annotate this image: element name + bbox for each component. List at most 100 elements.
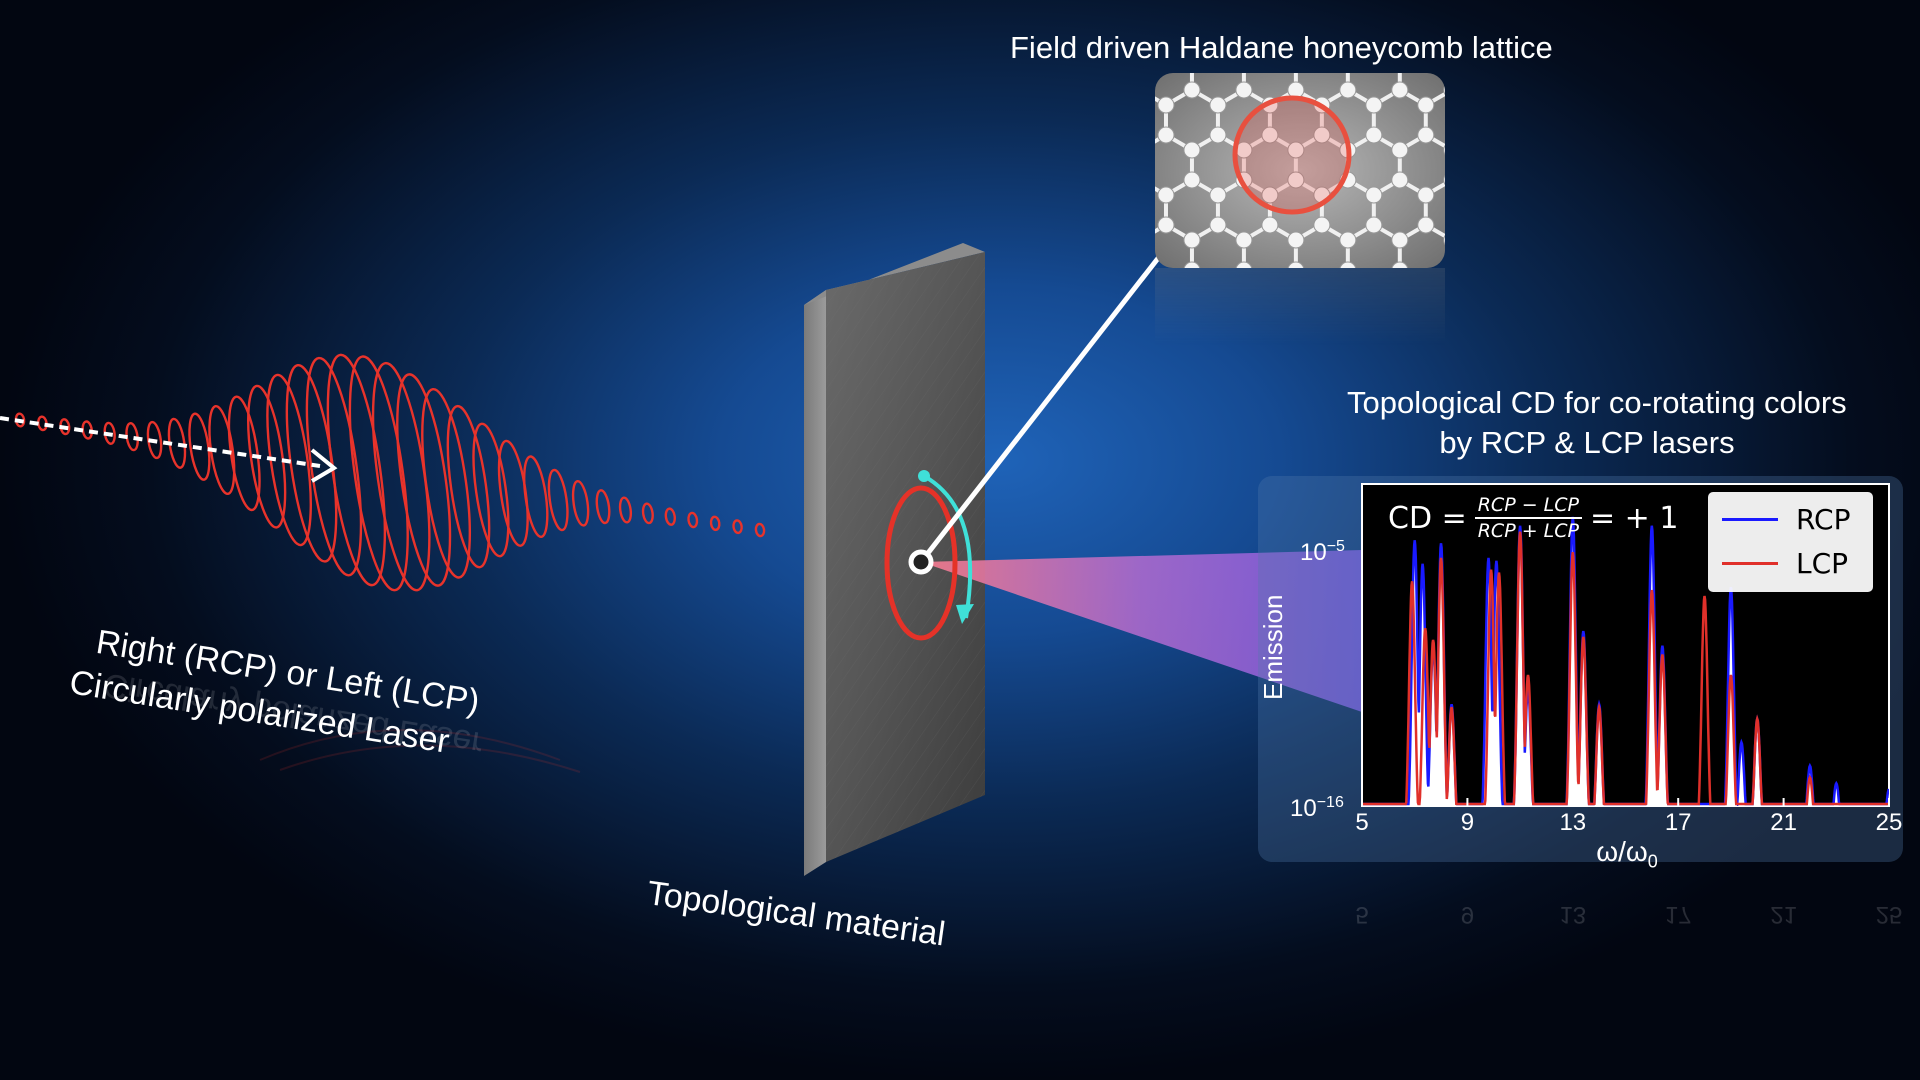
lattice-atom [1522, 307, 1538, 323]
y-tick-top-exp: −5 [1326, 538, 1345, 555]
lattice-atom [1106, 187, 1122, 203]
lattice-atom [1132, 172, 1148, 188]
lattice-bond [1504, 315, 1530, 330]
plot-tick-marks [1361, 798, 1890, 806]
lattice-bond [1504, 225, 1530, 240]
lattice-atom [1183, 81, 1201, 99]
lattice-atom [1339, 81, 1357, 99]
lattice-atom [1054, 277, 1070, 293]
lattice-bond [1530, 270, 1556, 285]
lattice-atom [1443, 261, 1445, 268]
lattice-bond [1088, 225, 1114, 240]
lattice-atom [1391, 231, 1409, 249]
y-tick-top-base: 10 [1300, 539, 1327, 566]
lattice-atom [1106, 277, 1122, 293]
material-slab [804, 243, 985, 876]
lattice-bond [1036, 270, 1062, 285]
series-line-lcp [1362, 531, 1889, 806]
lattice-atom [1496, 262, 1512, 278]
beam-axis-line [0, 416, 321, 468]
x-axis-title: ω/ω0 [1596, 836, 1658, 873]
lattice-bond [1062, 270, 1088, 285]
lattice-bond [1504, 270, 1530, 285]
lattice-atom [1184, 352, 1200, 368]
lattice-atom [1339, 261, 1357, 268]
laser-ring [247, 384, 287, 529]
lattice-atom [1417, 216, 1435, 234]
formula-fraction: RCP − LCP RCP + LCP [1474, 494, 1582, 542]
lattice-atom [1132, 82, 1148, 98]
lattice-bond [1478, 90, 1504, 105]
lattice-bond [1062, 225, 1088, 240]
y-tick-bottom-exp: −16 [1316, 794, 1344, 811]
beam-arrow-icon [310, 448, 338, 483]
lattice-bond [1452, 315, 1478, 330]
lattice-bond [1062, 180, 1088, 195]
lattice-atom [1470, 277, 1486, 293]
lattice-atom [1417, 96, 1435, 114]
lattice-atom [1106, 217, 1122, 233]
lattice-atom [1391, 81, 1409, 99]
lattice-atom [1261, 186, 1279, 204]
lattice-atom [1288, 0, 1304, 8]
lattice-atom [1470, 187, 1486, 203]
laser-ring [595, 489, 611, 525]
lattice-bond [1036, 90, 1062, 105]
cd-title: Topological CD for co-rotating colors by… [1347, 383, 1847, 463]
x-tick-label: 17 [1664, 809, 1692, 836]
cd-title-line2: by RCP & LCP lasers [1439, 425, 1735, 460]
lattice-bond [1270, 0, 1296, 15]
lattice-bond [1088, 90, 1114, 105]
lattice-atom [1183, 141, 1201, 159]
emission-cone [921, 550, 1362, 712]
lattice-atom [1080, 262, 1096, 278]
lattice-atom [1574, 187, 1590, 203]
lattice-atom [1235, 231, 1253, 249]
lattice-atom [1080, 322, 1096, 338]
lattice-atom [1028, 352, 1044, 368]
lattice-bond [1452, 135, 1478, 150]
lattice-atom [1522, 277, 1538, 293]
chart-legend: RCP LCP [1708, 492, 1873, 592]
laser-ring [227, 395, 261, 512]
laser-ring [497, 439, 529, 547]
laser-ring [618, 496, 633, 524]
lattice-atom [1417, 126, 1435, 144]
x-tick-label: 21 [1770, 809, 1797, 836]
lattice-atom [1444, 322, 1460, 338]
lattice-atom [1496, 142, 1512, 158]
lattice-atom [1496, 352, 1512, 368]
lattice-bond [1296, 0, 1322, 15]
lattice-atom [1522, 187, 1538, 203]
lattice-bond [1556, 45, 1582, 60]
lattice-bond [1140, 0, 1166, 15]
lattice-atom [1080, 172, 1096, 188]
x-tick-label-reflection: 9 [1460, 901, 1475, 928]
legend-item-lcp: LCP [1722, 547, 1848, 580]
lattice-atom [1132, 232, 1148, 248]
x-tick-label-reflection: 5 [1355, 901, 1369, 928]
lattice-bond [1062, 0, 1088, 15]
lattice-bond [1504, 180, 1530, 195]
lattice-bond [1478, 180, 1504, 195]
lattice-bond [1530, 180, 1556, 195]
x-tick-label: 13 [1559, 809, 1587, 836]
lattice-atom [1209, 96, 1227, 114]
laser-ring [348, 355, 409, 592]
lattice-atom [1209, 186, 1227, 204]
laser-pulse [14, 353, 766, 592]
lattice-atom [1287, 141, 1305, 159]
lattice-atom [1235, 81, 1253, 99]
lattice-atom [1106, 7, 1122, 23]
lattice-bond [1062, 135, 1088, 150]
lattice-bond [1036, 225, 1062, 240]
legend-swatch-lcp [1722, 561, 1778, 565]
lattice-atom [1054, 307, 1070, 323]
rcp-area-fill [1362, 516, 1889, 806]
lattice-atom [1548, 82, 1564, 98]
lattice-atom [1235, 261, 1253, 268]
lattice-atom [1132, 352, 1148, 368]
lattice-atom [1314, 7, 1330, 23]
lattice-atom [1157, 186, 1175, 204]
lattice-bond [1530, 0, 1556, 15]
